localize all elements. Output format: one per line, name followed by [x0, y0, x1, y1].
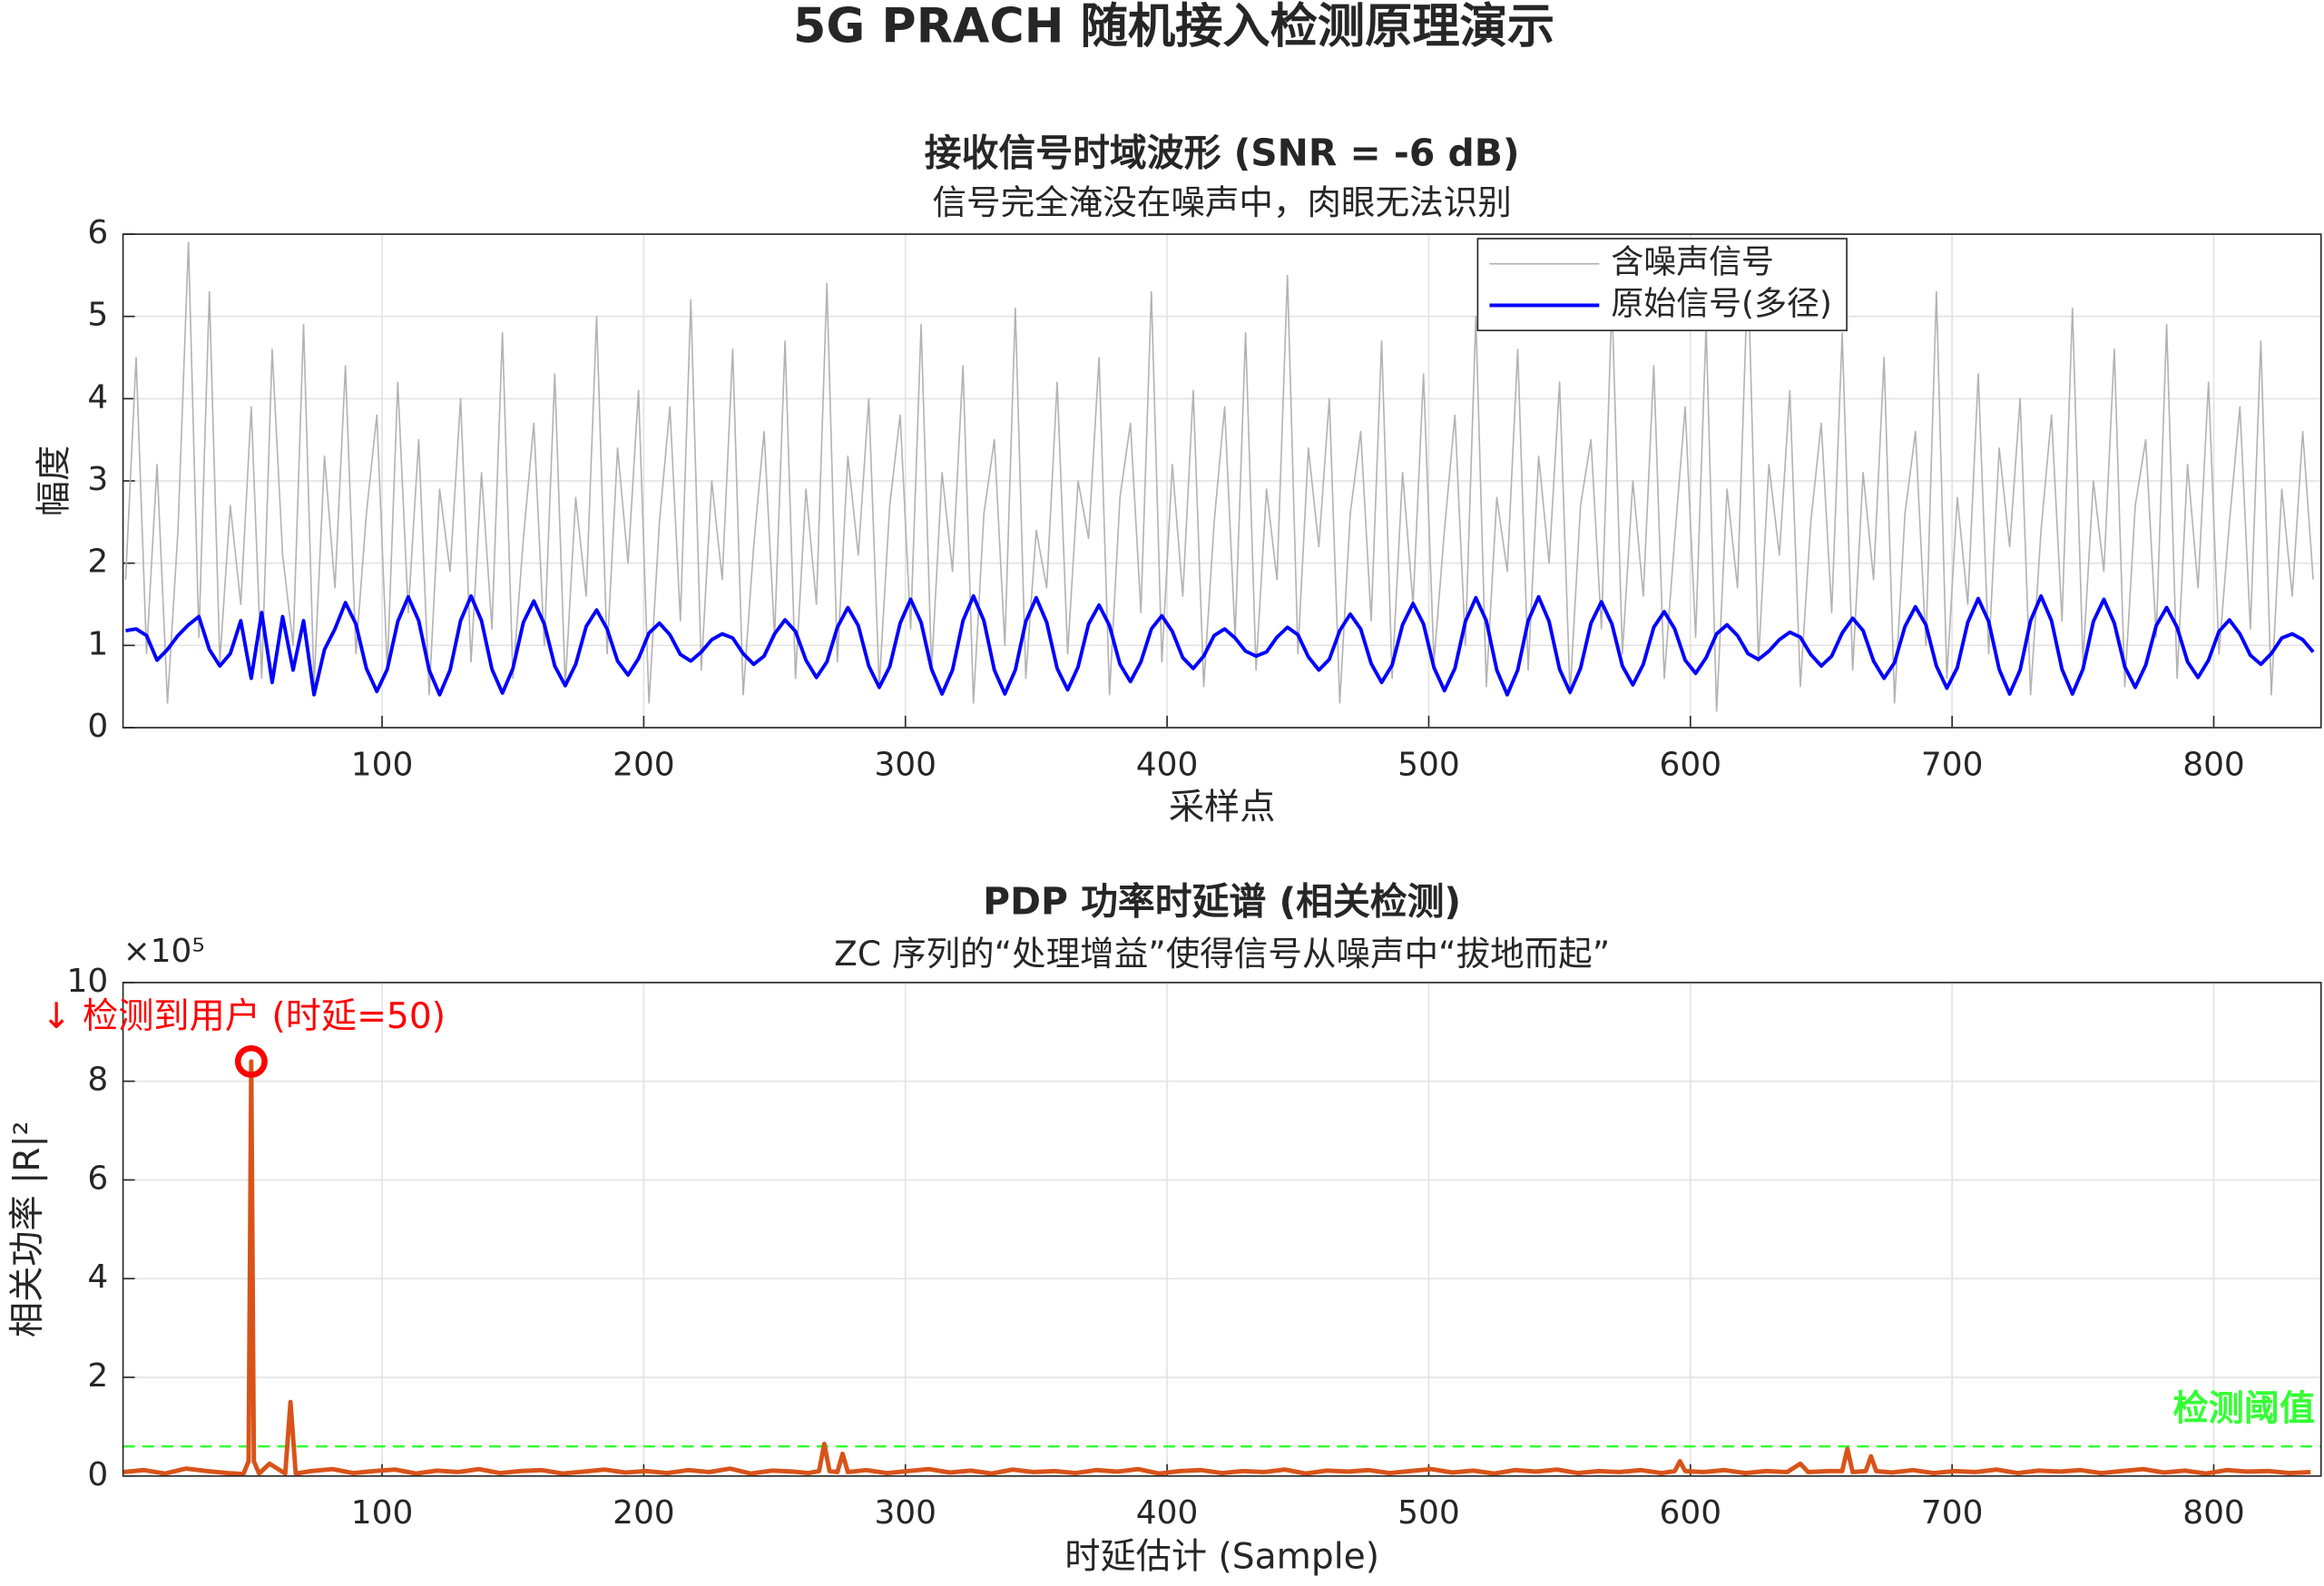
y-tick-label: 2 — [87, 543, 108, 581]
y-tick-label: 3 — [87, 461, 108, 498]
y-tick-label: 8 — [87, 1062, 108, 1099]
chart-title: 接收信号时域波形 (SNR = -6 dB) — [925, 132, 1520, 175]
plot-area — [123, 982, 2321, 1476]
legend-label: 原始信号(多径) — [1611, 285, 1832, 322]
x-tick-label: 500 — [1397, 746, 1460, 783]
y-tick-label: 6 — [87, 1160, 108, 1197]
x-tick-label: 100 — [351, 1494, 414, 1532]
y-exponent: ×10⁵ — [123, 933, 205, 970]
axes-frame — [122, 982, 2322, 1477]
y-tick-label: 6 — [87, 214, 108, 251]
x-tick-label: 100 — [351, 746, 414, 783]
chart-subtitle: ZC 序列的“处理增益”使得信号从噪声中“拔地而起” — [834, 934, 1610, 974]
threshold-label: 检测阈值 — [2172, 1388, 2315, 1429]
x-tick-label: 600 — [1660, 1494, 1722, 1532]
y-axis-label: 幅度 — [34, 445, 75, 516]
y-tick-label: 0 — [87, 708, 108, 745]
annotation: ↓ 检测到用户 (时延=50) — [42, 996, 446, 1037]
x-tick-label: 400 — [1136, 1494, 1199, 1532]
y-tick-label: 10 — [67, 963, 109, 1000]
data-line — [123, 1059, 2311, 1476]
x-tick-label: 300 — [874, 1494, 936, 1532]
data-line — [124, 241, 2314, 712]
x-tick-label: 200 — [613, 746, 675, 783]
x-tick-label: 700 — [1921, 746, 1984, 783]
x-tick-label: 200 — [613, 1494, 675, 1532]
x-tick-label: 800 — [2182, 746, 2245, 783]
x-tick-label: 600 — [1660, 746, 1722, 783]
y-axis-label: 相关功率 |R|² — [7, 1121, 48, 1338]
y-tick-label: 4 — [87, 378, 108, 416]
data-line — [125, 593, 2315, 697]
figure-title: 5G PRACH 随机接入检测原理演示 — [793, 0, 1554, 54]
x-axis-label: 采样点 — [1169, 787, 1276, 827]
x-tick-label: 300 — [874, 746, 936, 783]
x-tick-label: 400 — [1136, 746, 1199, 783]
x-axis-label: 时延估计 (Sample) — [1064, 1537, 1379, 1578]
x-tick-label: 800 — [2182, 1494, 2245, 1532]
legend-box — [1476, 238, 1848, 332]
legend-label: 含噪声信号 — [1611, 244, 1774, 281]
detection-marker — [234, 1044, 268, 1078]
y-tick-label: 0 — [87, 1456, 108, 1493]
chart-subtitle: 信号完全淹没在噪声中，肉眼无法识别 — [932, 182, 1511, 222]
y-tick-label: 1 — [87, 625, 108, 662]
axes-frame — [122, 233, 2322, 729]
x-tick-label: 500 — [1397, 1494, 1460, 1532]
y-tick-label: 4 — [87, 1258, 108, 1296]
y-tick-label: 5 — [87, 297, 108, 334]
x-tick-label: 700 — [1921, 1494, 1984, 1532]
y-tick-label: 2 — [87, 1357, 108, 1395]
chart-title: PDP 功率时延谱 (相关检测) — [983, 879, 1461, 923]
